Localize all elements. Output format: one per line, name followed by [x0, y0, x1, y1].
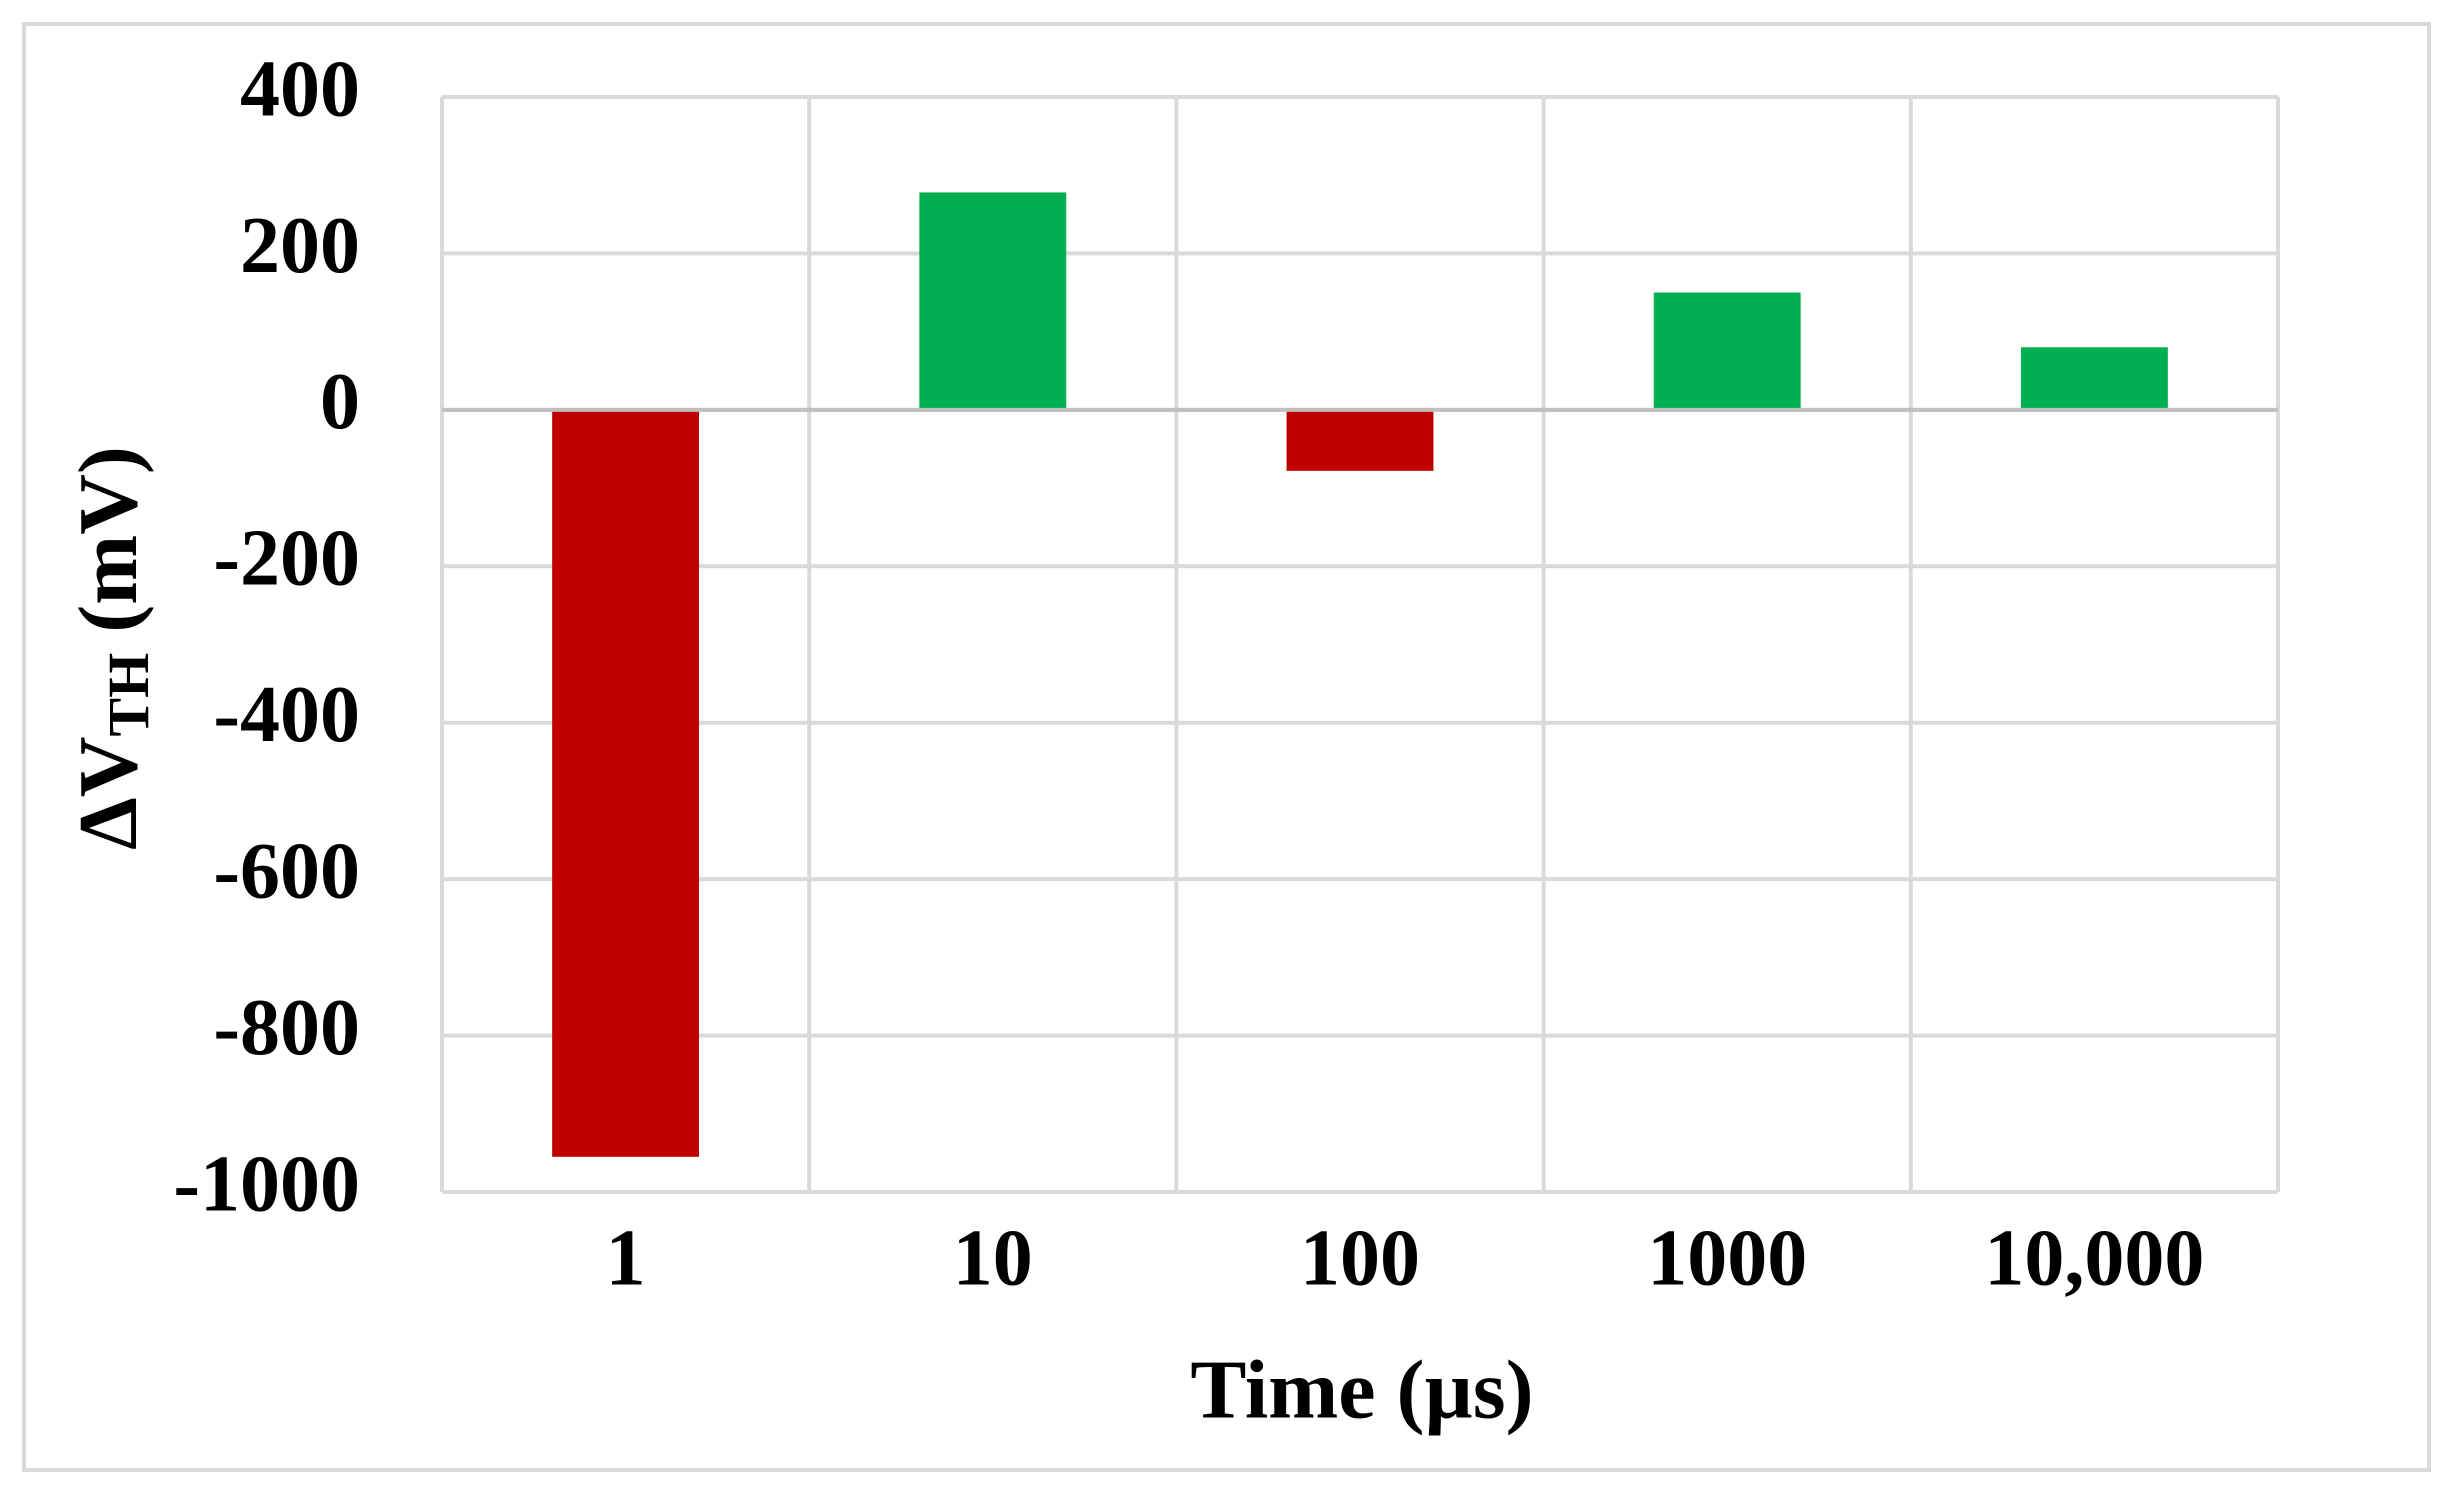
y-tick-label: -600 [213, 828, 360, 916]
y-tick-label: -1000 [173, 1140, 360, 1228]
y-axis-title-unit: (mV) [62, 446, 155, 633]
x-tick-label: 1000 [1647, 1214, 1807, 1302]
y-tick-label: -200 [213, 515, 360, 603]
y-tick-label: -400 [213, 671, 360, 759]
y-axis-title-sub: TH [96, 653, 161, 737]
bar [552, 409, 700, 1157]
bar [2020, 347, 2168, 410]
bar [1286, 409, 1434, 471]
x-tick-label: 1 [606, 1214, 646, 1302]
bar [919, 192, 1067, 410]
y-axis-title: ΔVTH (mV) [62, 446, 161, 850]
x-tick-label: 10 [953, 1214, 1033, 1302]
x-tick-label: 100 [1300, 1214, 1420, 1302]
bar [1653, 292, 1801, 410]
y-tick-label: 200 [240, 202, 360, 290]
y-axis-title-main: ΔV [62, 737, 155, 850]
x-tick-label: 10,000 [1984, 1214, 2204, 1302]
x-axis-title: Time (µs) [1190, 1343, 1533, 1436]
y-tick-label: -800 [213, 984, 360, 1072]
y-tick-label: 400 [240, 45, 360, 133]
y-tick-label: 0 [320, 358, 360, 446]
chart-frame [22, 22, 2431, 1472]
